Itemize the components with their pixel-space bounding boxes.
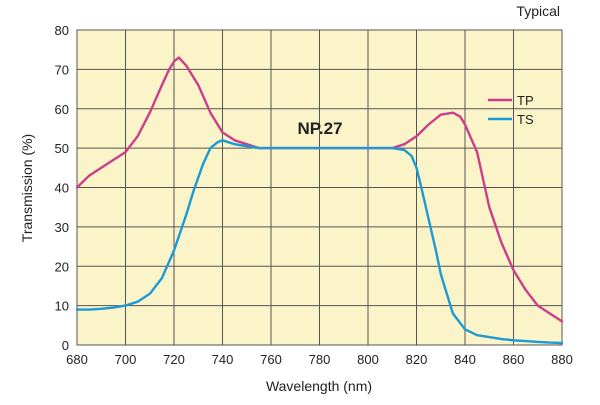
- x-tick-label: 700: [115, 352, 137, 367]
- y-tick-label: 70: [55, 62, 69, 77]
- x-tick-label: 820: [406, 352, 428, 367]
- y-tick-label: 60: [55, 102, 69, 117]
- x-tick-labels: 680 700 720 740 760 780 800 820 840 860 880: [66, 352, 573, 367]
- x-tick-label: 780: [309, 352, 331, 367]
- x-tick-label: 800: [357, 352, 379, 367]
- y-tick-label: 10: [55, 299, 69, 314]
- y-tick-label: 20: [55, 259, 69, 274]
- series-lines: [75, 56, 564, 345]
- legend-label-tp: TP: [517, 93, 534, 108]
- y-tick-label: 40: [55, 181, 69, 196]
- x-tick-label: 880: [551, 352, 573, 367]
- x-tick-label: 860: [503, 352, 525, 367]
- y-tick-labels: 0 10 20 30 40 50 60 70 80: [55, 23, 69, 353]
- legend: TP TS: [488, 93, 534, 127]
- y-tick-label: 80: [55, 23, 69, 38]
- y-tick-label: 30: [55, 220, 69, 235]
- series-line-ts: [75, 139, 564, 345]
- x-tick-label: 680: [66, 352, 88, 367]
- x-tick-label: 740: [212, 352, 234, 367]
- typical-note: Typical: [516, 3, 560, 19]
- x-tick-label: 840: [454, 352, 476, 367]
- annotation-np27: NP.27: [297, 119, 342, 138]
- y-tick-label: 0: [62, 338, 69, 353]
- legend-label-ts: TS: [517, 112, 534, 127]
- y-tick-label: 50: [55, 141, 69, 156]
- x-tick-label: 760: [260, 352, 282, 367]
- x-tick-label: 720: [163, 352, 185, 367]
- x-axis-label: Wavelength (nm): [266, 378, 372, 394]
- y-axis-label: Transmission (%): [19, 134, 35, 242]
